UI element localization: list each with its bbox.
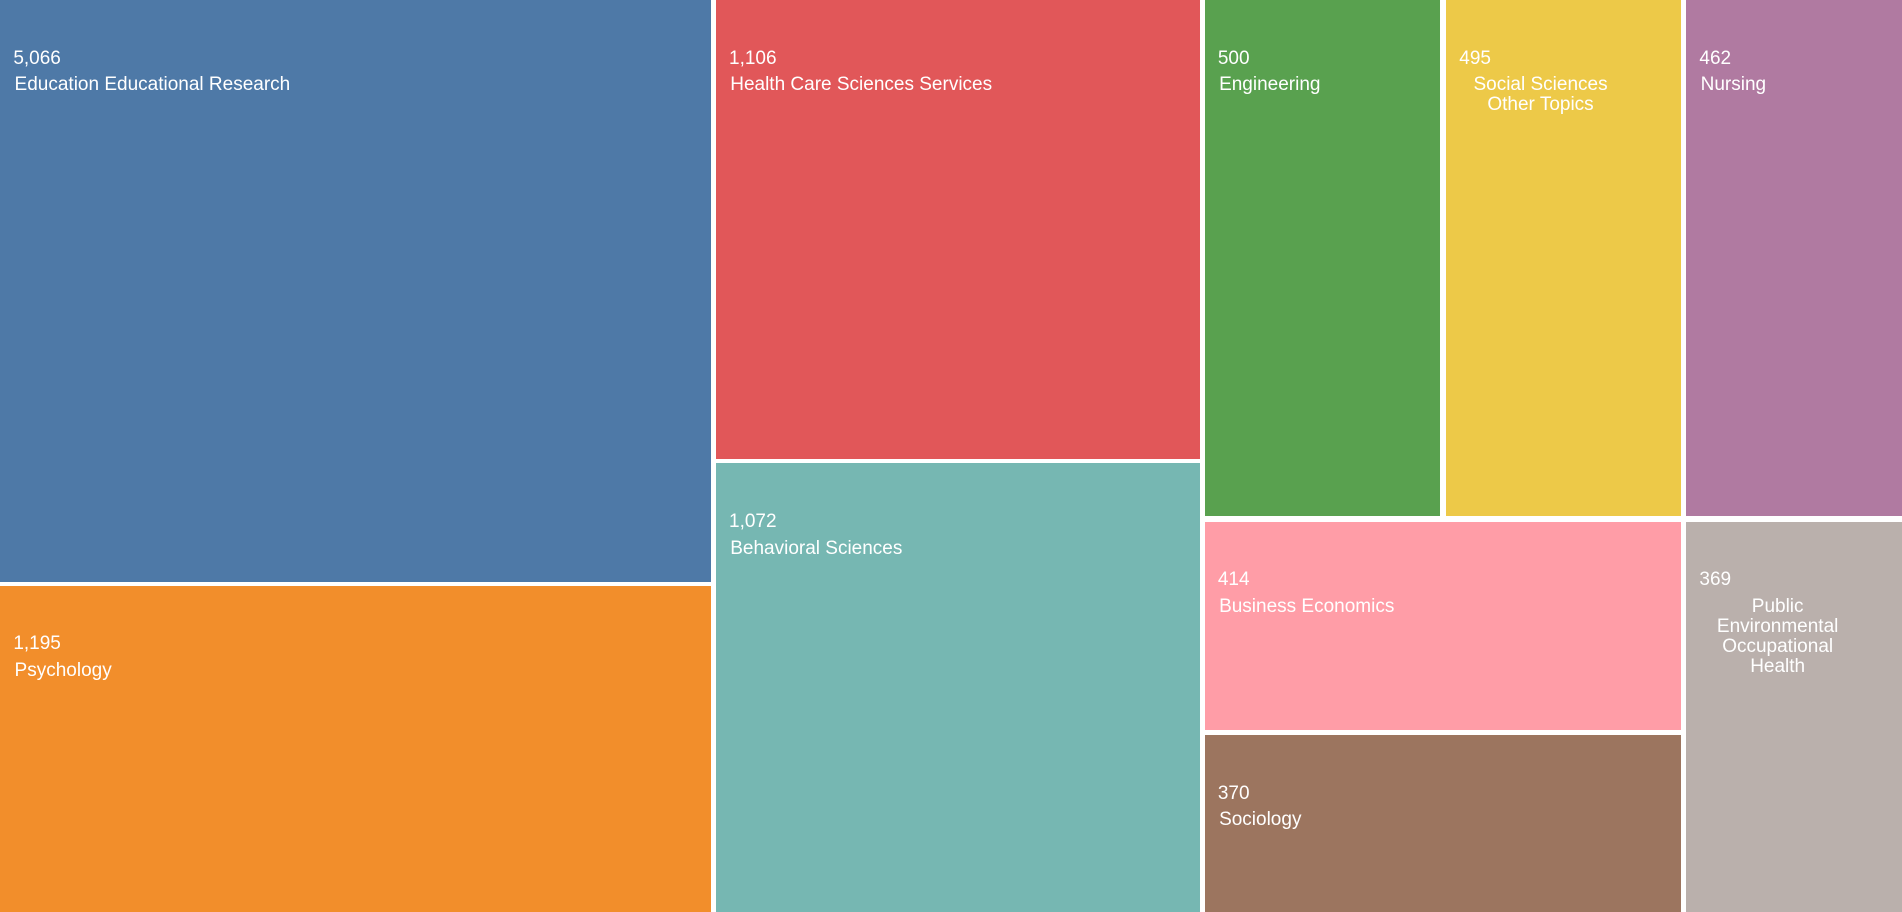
value-label: 1,195: [13, 633, 61, 655]
category-label: Public Environmental Occupational Health: [1716, 595, 1839, 677]
value-label: 1,072: [729, 510, 777, 532]
tile: [1686, 521, 1902, 912]
value-label: 500: [1217, 47, 1250, 69]
category-label: Nursing: [1700, 74, 1767, 96]
tile: [715, 463, 1200, 912]
value-label: 1,106: [729, 47, 777, 69]
category-label: Education Educational Research: [14, 74, 291, 96]
value-label: 462: [1699, 47, 1732, 69]
tile: [1204, 0, 1440, 516]
value-label: 370: [1217, 782, 1250, 804]
tile: [0, 585, 711, 912]
category-label: Social Sciences Other Topics: [1473, 74, 1608, 116]
tile: [1686, 0, 1902, 516]
category-label: Engineering: [1219, 74, 1321, 96]
tile: [1445, 0, 1682, 516]
value-label: 5,066: [13, 47, 61, 69]
tile: [1204, 735, 1682, 912]
value-label: 369: [1699, 569, 1732, 591]
value-label: 414: [1217, 569, 1250, 591]
tile: [1204, 521, 1682, 731]
category-label: Business Economics: [1219, 595, 1395, 617]
tile: [0, 0, 711, 583]
category-label: Sociology: [1219, 809, 1302, 831]
tile: [715, 0, 1200, 459]
category-label: Psychology: [14, 660, 112, 682]
value-label: 495: [1459, 47, 1491, 69]
category-label: Health Care Sciences Services: [730, 74, 993, 96]
category-label: Behavioral Sciences: [730, 537, 903, 559]
